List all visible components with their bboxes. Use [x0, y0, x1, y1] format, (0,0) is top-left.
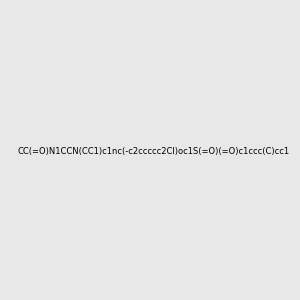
Text: CC(=O)N1CCN(CC1)c1nc(-c2ccccc2Cl)oc1S(=O)(=O)c1ccc(C)cc1: CC(=O)N1CCN(CC1)c1nc(-c2ccccc2Cl)oc1S(=O… — [18, 147, 290, 156]
